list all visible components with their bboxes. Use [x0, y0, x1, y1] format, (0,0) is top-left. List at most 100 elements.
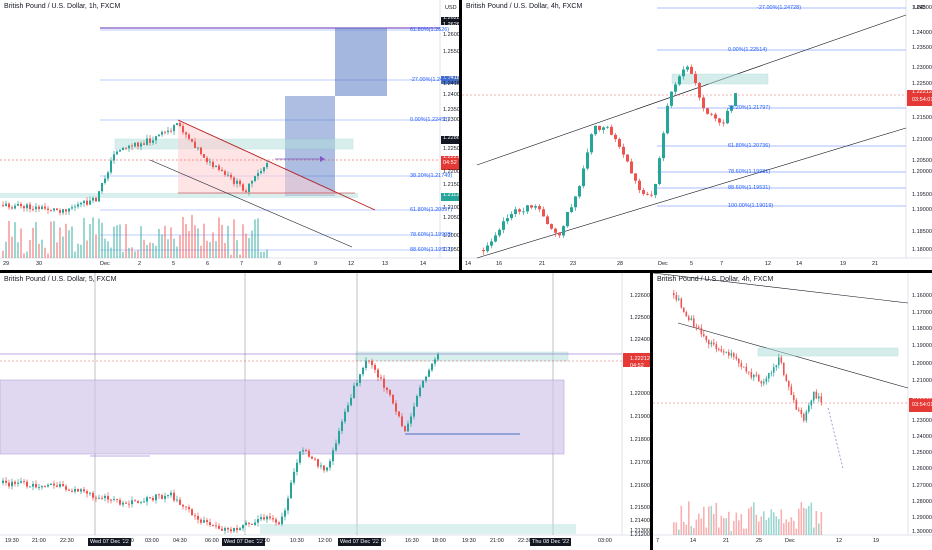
candle	[287, 498, 289, 511]
chart-pane-4h-small[interactable]: British Pound / U.S. Dollar, 4h, FXCM 1.…	[653, 273, 932, 550]
candle	[813, 391, 815, 401]
price-axis-label: 1.21000	[912, 378, 932, 384]
chart-canvas-1h[interactable]	[0, 0, 459, 270]
candle	[101, 182, 103, 192]
chart-canvas-4h-small[interactable]	[653, 273, 932, 550]
price-axis-label: 1.22000	[443, 169, 459, 175]
chart-pane-1h[interactable]: British Pound / U.S. Dollar, 1h, FXCM US…	[0, 0, 459, 270]
candle	[765, 378, 768, 382]
candle	[506, 218, 509, 222]
candle	[89, 492, 91, 494]
candle	[688, 316, 690, 321]
price-axis-label: 1.27000	[912, 483, 932, 489]
supply-zone	[757, 347, 899, 357]
time-axis-label: 5	[690, 261, 694, 267]
candle	[510, 213, 513, 219]
candle	[125, 147, 127, 149]
candle	[359, 374, 361, 383]
price-axis-label: 1.21600	[630, 483, 650, 489]
candle	[680, 298, 683, 308]
volume-bar	[131, 247, 133, 258]
candle	[251, 181, 253, 184]
volume-bar	[161, 234, 163, 258]
candle	[257, 173, 259, 177]
price-axis-label: 1.29000	[912, 515, 932, 521]
candle	[666, 105, 669, 134]
candle	[137, 501, 139, 503]
volume-bar	[705, 527, 708, 535]
candle	[86, 200, 88, 205]
candle	[658, 158, 661, 185]
chart-pane-5m[interactable]: British Pound / U.S. Dollar, 5, FXCM 1.2…	[0, 273, 650, 550]
candle	[743, 366, 745, 368]
pane-divider-vertical-top[interactable]	[459, 0, 462, 270]
volume-bar	[179, 235, 181, 258]
candle	[119, 150, 121, 152]
candle	[152, 140, 154, 143]
time-axis-label: Dec	[100, 261, 110, 267]
candle	[428, 370, 430, 377]
volume-bar	[95, 234, 97, 258]
fib-level-label: 61.80%(1.20736)	[728, 143, 771, 149]
volume-bar	[710, 505, 713, 535]
trendline	[149, 159, 353, 248]
candle	[705, 335, 708, 341]
volume-bar	[11, 236, 13, 258]
candle	[638, 180, 641, 191]
volume-bar	[143, 239, 145, 258]
candle	[263, 167, 265, 172]
candle	[407, 423, 409, 432]
candle	[158, 134, 160, 137]
chart-pane-4h-channel[interactable]: British Pound / U.S. Dollar, 4h, FXCM US…	[462, 0, 932, 270]
time-axis-label: 08:00	[256, 538, 270, 544]
pane-divider-vertical-bottom[interactable]	[650, 273, 653, 550]
fib-level-label: 0.00%(1.22514)	[728, 47, 768, 53]
candle	[65, 486, 67, 490]
chart-canvas-4h[interactable]	[462, 0, 932, 270]
time-axis-label: 7	[720, 261, 724, 267]
time-axis-label: 03:00	[145, 538, 159, 544]
candle	[646, 193, 649, 195]
candle	[218, 525, 220, 529]
candle	[227, 174, 229, 176]
volume-bar	[209, 242, 211, 258]
volume-bar	[713, 513, 715, 535]
fib-level-label: 38.20%(1.21797)	[728, 105, 771, 111]
time-axis-label: Thu 08 Dec '22	[530, 538, 572, 546]
time-axis-label: 19	[873, 538, 880, 544]
volume-bar	[5, 241, 7, 258]
candle	[380, 377, 382, 379]
volume-bar	[152, 243, 154, 258]
candle	[260, 517, 262, 520]
candle	[703, 334, 705, 336]
candle	[197, 516, 199, 520]
candle	[251, 523, 253, 525]
time-axis-label: 14:00	[372, 538, 386, 544]
candle	[371, 360, 373, 366]
candle	[176, 499, 178, 501]
volume-bar	[266, 249, 268, 258]
candle	[818, 396, 820, 399]
candle	[670, 91, 673, 106]
pane-divider-horizontal[interactable]	[0, 270, 932, 273]
volume-bar	[803, 507, 805, 535]
candle	[11, 481, 13, 487]
candle	[191, 509, 193, 516]
candle	[98, 191, 100, 202]
candle	[768, 372, 770, 379]
candle	[718, 349, 720, 350]
chart-canvas-5m[interactable]	[0, 273, 650, 550]
candle	[260, 171, 262, 174]
price-axis-label: 1.23000	[912, 418, 932, 424]
candle	[690, 66, 693, 74]
time-axis-label: 21	[872, 261, 879, 267]
volume-bar	[685, 524, 688, 535]
candle	[815, 391, 818, 399]
volume-bar	[678, 529, 680, 535]
candle	[299, 451, 301, 463]
price-axis-label: 1.19000	[912, 343, 932, 349]
candle	[305, 450, 307, 452]
candle	[773, 367, 775, 373]
candle	[805, 411, 808, 421]
volume-bar	[17, 242, 19, 258]
